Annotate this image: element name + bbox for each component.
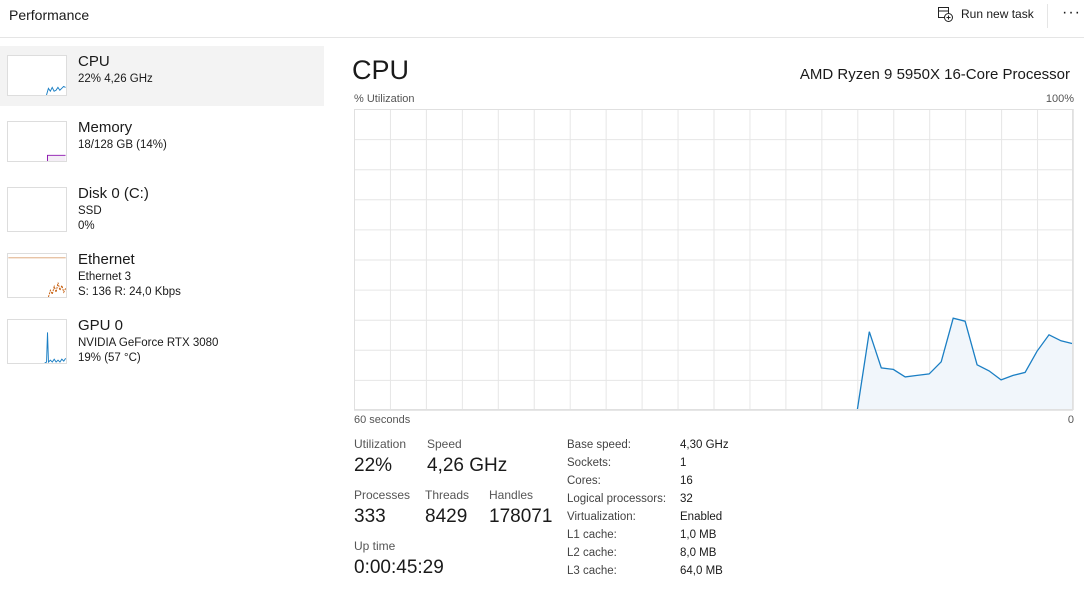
cpu-details: Base speed: 4,30 GHz Sockets: 1 Cores: 16 L… bbox=[567, 436, 729, 580]
uptime-value: 0:00:45:29 bbox=[354, 557, 444, 578]
sidebar-item-detail: SSD bbox=[78, 205, 102, 217]
run-new-task-button[interactable]: Run new task bbox=[937, 6, 1034, 22]
y-max-label: 100% bbox=[1045, 93, 1074, 105]
speed-value: 4,26 GHz bbox=[427, 455, 508, 476]
detail-key: Virtualization: bbox=[567, 511, 636, 523]
detail-row: L1 cache: 1,0 MB bbox=[567, 526, 729, 544]
sidebar-item-title: GPU 0 bbox=[78, 317, 124, 334]
x-max-label: 0 bbox=[1067, 414, 1074, 426]
processes-stat: Processes 333 bbox=[354, 488, 410, 528]
gpu-thumbnail-graph bbox=[7, 319, 67, 364]
detail-value: 8,0 MB bbox=[680, 547, 717, 559]
memory-thumbnail-graph bbox=[7, 121, 67, 162]
more-options-button[interactable]: ··· bbox=[1062, 4, 1081, 21]
detail-value: 1 bbox=[680, 457, 687, 469]
detail-value: Enabled bbox=[680, 511, 723, 523]
handles-value: 178071 bbox=[489, 506, 553, 527]
page-title: Performance bbox=[9, 7, 90, 23]
detail-value: 1,0 MB bbox=[680, 529, 717, 541]
detail-value: 16 bbox=[680, 475, 693, 487]
utilization-value: 22% bbox=[354, 455, 393, 476]
title-bar: Performance Run new task ··· bbox=[0, 0, 1084, 38]
detail-key: L3 cache: bbox=[567, 565, 617, 577]
processes-label: Processes bbox=[354, 488, 411, 502]
sidebar-item-title: Disk 0 (C:) bbox=[78, 185, 149, 202]
ethernet-thumbnail-graph bbox=[7, 253, 67, 298]
detail-row: Virtualization: Enabled bbox=[567, 508, 729, 526]
detail-key: L2 cache: bbox=[567, 547, 617, 559]
utilization-stat: Utilization 22% bbox=[354, 437, 406, 477]
processes-value: 333 bbox=[354, 506, 386, 527]
speed-label: Speed bbox=[427, 437, 462, 451]
sidebar-item-cpu[interactable]: CPU 22% 4,26 GHz bbox=[0, 46, 324, 106]
handles-stat: Handles 178071 bbox=[489, 488, 552, 528]
utilization-label: Utilization bbox=[354, 437, 407, 451]
detail-value: 32 bbox=[680, 493, 693, 505]
cpu-utilization-chart bbox=[354, 109, 1074, 411]
section-title: CPU bbox=[352, 55, 410, 85]
sidebar-item-ethernet[interactable]: Ethernet Ethernet 3 S: 136 R: 24,0 Kbps bbox=[0, 244, 324, 304]
cpu-thumbnail-graph bbox=[7, 55, 67, 96]
detail-value: 4,30 GHz bbox=[680, 439, 729, 451]
chart-border bbox=[354, 109, 1073, 410]
sidebar-item-detail: 18/128 GB (14%) bbox=[78, 139, 167, 151]
sidebar-item-memory[interactable]: Memory 18/128 GB (14%) bbox=[0, 112, 324, 172]
sidebar-item-gpu[interactable]: GPU 0 NVIDIA GeForce RTX 3080 19% (57 °C… bbox=[0, 310, 324, 370]
detail-value: 64,0 MB bbox=[680, 565, 723, 577]
sidebar-item-detail-2: S: 136 R: 24,0 Kbps bbox=[78, 286, 181, 298]
detail-row: Cores: 16 bbox=[567, 472, 729, 490]
sidebar-item-detail-2: 19% (57 °C) bbox=[78, 352, 141, 364]
disk-thumbnail-graph bbox=[7, 187, 67, 232]
new-task-icon bbox=[938, 7, 953, 22]
detail-key: Cores: bbox=[567, 475, 601, 487]
sidebar-item-detail: Ethernet 3 bbox=[78, 271, 132, 283]
detail-row: Logical processors: 32 bbox=[567, 490, 729, 508]
run-new-task-label: Run new task bbox=[961, 7, 1034, 21]
detail-row: Sockets: 1 bbox=[567, 454, 729, 472]
utilization-line bbox=[856, 317, 1074, 411]
detail-key: Logical processors: bbox=[567, 493, 667, 505]
sidebar-item-detail: NVIDIA GeForce RTX 3080 bbox=[78, 337, 219, 349]
sidebar-item-title: Memory bbox=[78, 119, 133, 136]
detail-row: Base speed: 4,30 GHz bbox=[567, 436, 729, 454]
sidebar: CPU 22% 4,26 GHz Memory 18/128 GB (14%) … bbox=[0, 46, 324, 376]
detail-key: L1 cache: bbox=[567, 529, 617, 541]
sidebar-item-title: CPU bbox=[78, 53, 110, 70]
uptime-stat: Up time 0:00:45:29 bbox=[354, 539, 444, 579]
sidebar-item-title: Ethernet bbox=[78, 251, 135, 268]
threads-value: 8429 bbox=[425, 506, 468, 527]
sidebar-item-disk[interactable]: Disk 0 (C:) SSD 0% bbox=[0, 178, 324, 238]
detail-row: L2 cache: 8,0 MB bbox=[567, 544, 729, 562]
sidebar-item-detail: 22% 4,26 GHz bbox=[78, 73, 153, 85]
threads-label: Threads bbox=[425, 488, 470, 502]
uptime-label: Up time bbox=[354, 539, 396, 553]
detail-key: Sockets: bbox=[567, 457, 612, 469]
sidebar-item-detail-2: 0% bbox=[78, 220, 95, 232]
divider bbox=[1047, 4, 1048, 28]
processor-name: AMD Ryzen 9 5950X 16-Core Processor bbox=[799, 66, 1070, 83]
y-axis-label: % Utilization bbox=[354, 93, 415, 105]
speed-stat: Speed 4,26 GHz bbox=[427, 437, 507, 477]
detail-row: L3 cache: 64,0 MB bbox=[567, 562, 729, 580]
utilization-area bbox=[857, 318, 1073, 410]
handles-label: Handles bbox=[489, 488, 534, 502]
threads-stat: Threads 8429 bbox=[425, 488, 469, 528]
detail-key: Base speed: bbox=[567, 439, 631, 451]
x-min-label: 60 seconds bbox=[354, 414, 411, 426]
